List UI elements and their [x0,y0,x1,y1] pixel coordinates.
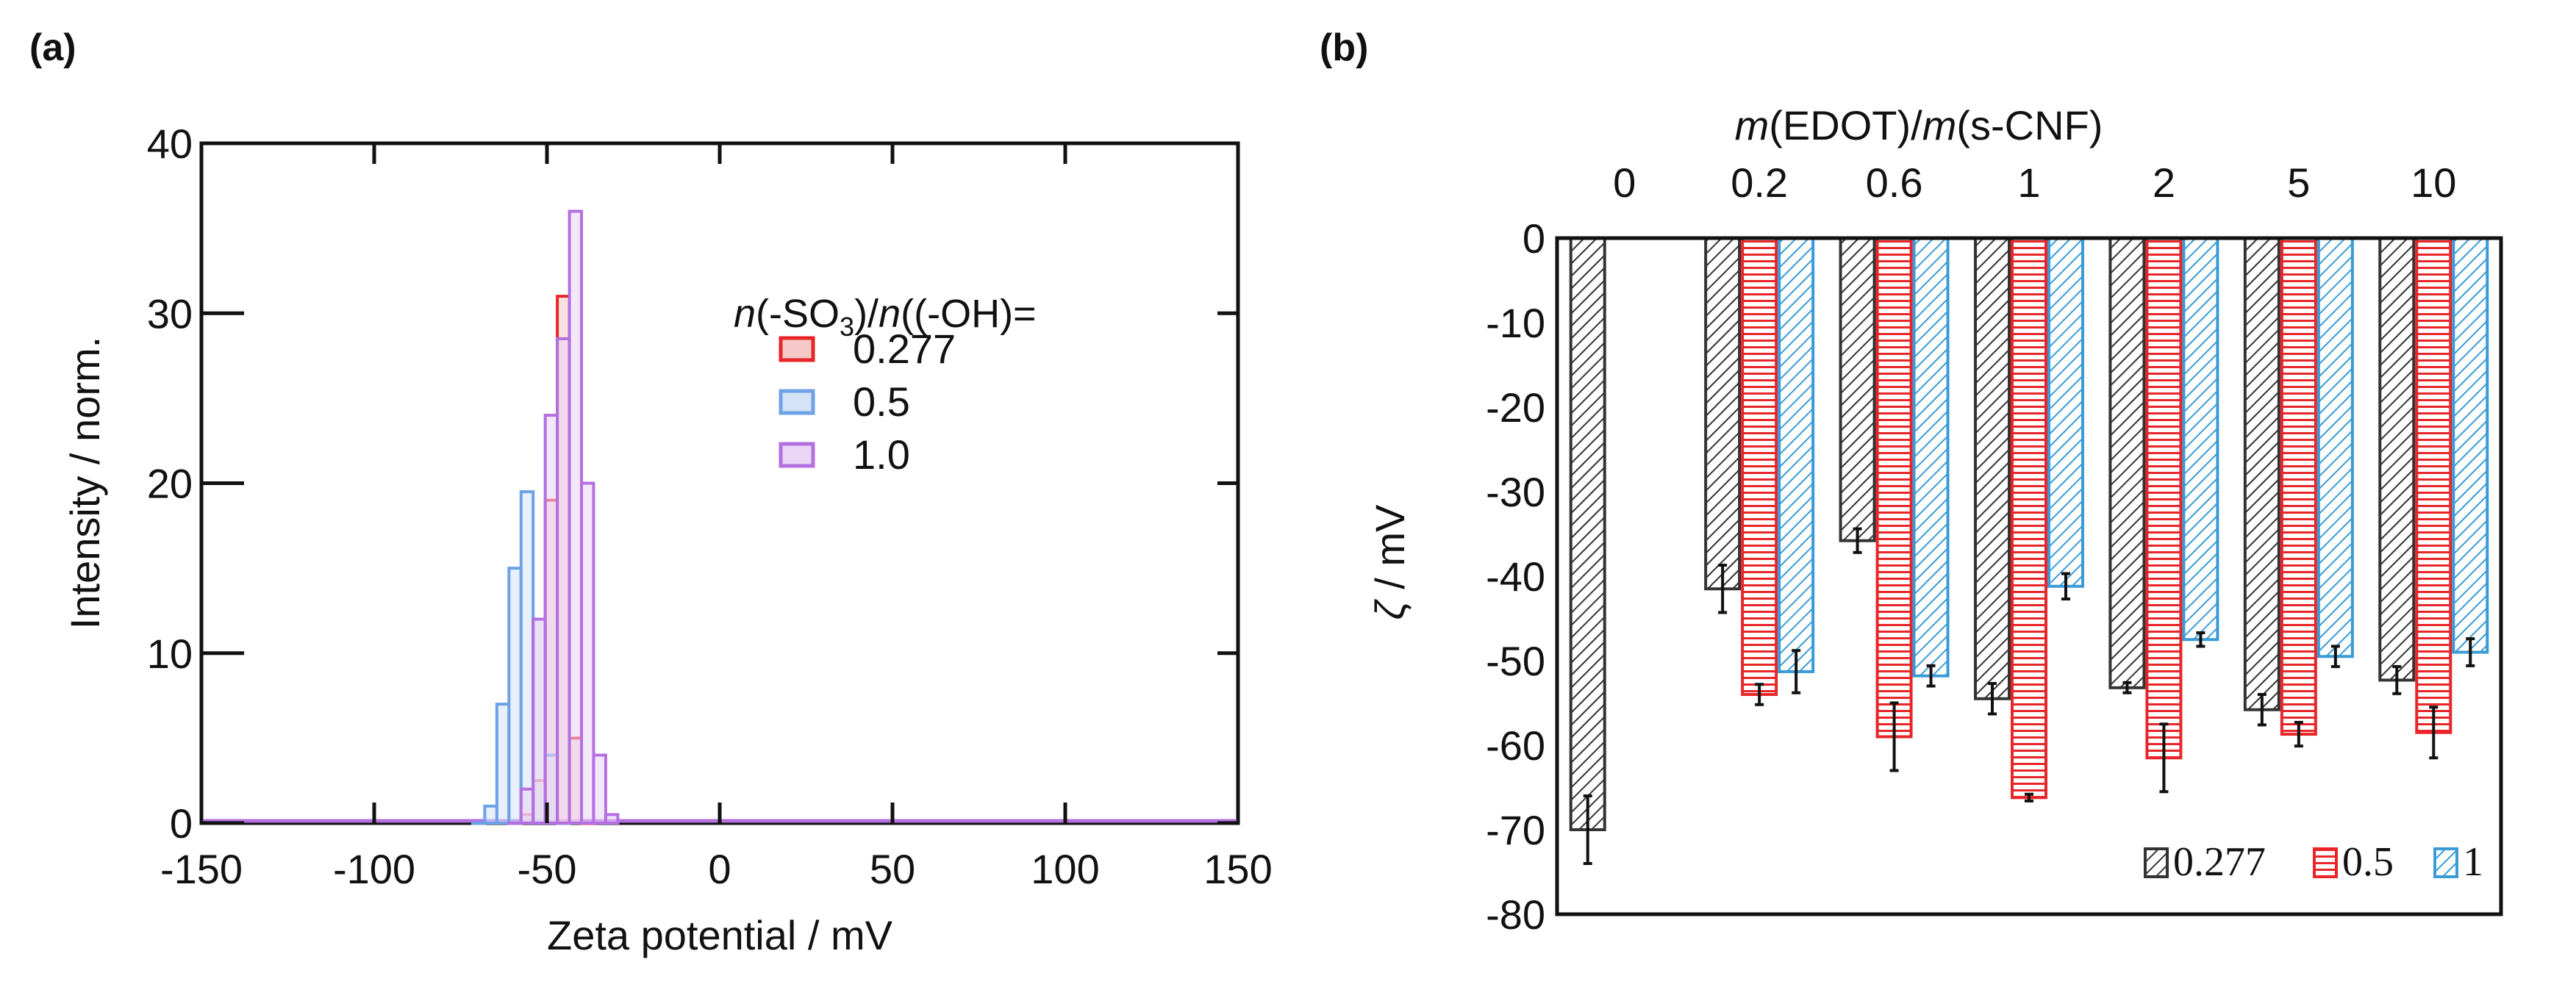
y-tick-label: 0 [170,800,193,847]
histogram-bin [604,813,620,825]
plot-b-frame [1555,236,2503,916]
histogram-bin [592,753,607,825]
y-tick-label: -60 [1486,722,1545,769]
histogram-bin [568,209,583,825]
histogram-bin [519,787,535,825]
histogram-bin [495,703,511,825]
bar-0.277 [2378,237,2416,682]
legend-label: 0.5 [853,378,910,425]
x-tick-label: 100 [1031,846,1099,892]
y-tick-label: 10 [147,631,193,677]
legend-swatch [2313,847,2338,878]
bar-1 [1912,237,1950,678]
histogram-bin [507,567,523,825]
bar-0.277 [1839,237,1876,542]
top-axis-title-b: m(EDOT)/m(s-CNF) [1735,102,2103,148]
y-axis-title-a: Intensity / norm. [62,337,108,629]
bar-0.5 [2280,237,2317,736]
histogram-bin [556,337,571,825]
histogram-bin [532,617,547,825]
bar-1 [1778,237,1815,673]
y-tick-label: 0 [1523,215,1545,262]
legend-label: 0.277 [853,326,956,372]
category-label: 0 [1613,159,1636,206]
y-tick-label: -30 [1486,469,1545,515]
histogram-bin [471,822,487,825]
bar-0.277 [1974,237,2011,700]
legend-a: n(-SO3)/n((-OH)= 0.277 0.5 1.0 [734,292,1037,478]
y-tick-label: 30 [147,290,193,337]
bar-1 [2047,237,2084,588]
category-label: 10 [2411,159,2456,206]
legend-swatch [2144,847,2169,878]
histogram-panel: -150 -100 -50 0 50 100 150 0 10 20 30 40 Zeta poten… [62,121,1273,958]
legend-label: 1.0 [853,431,910,478]
y-tick-label: 20 [147,461,193,507]
bar-0.277 [1704,237,1742,591]
y-tick-label: -40 [1486,553,1545,600]
histogram-bin [519,490,535,825]
legend-swatch [2433,847,2458,878]
x-tick-label: -100 [333,846,415,892]
bar-1 [2452,237,2489,654]
bar-0.277 [2243,237,2280,711]
category-label: 2 [2153,159,2175,206]
legend-swatch [779,442,815,468]
legend-swatch [779,336,815,362]
histogram-bin [507,822,523,825]
histogram-bin [483,804,498,825]
bar-0.277 [1569,237,1606,831]
y-tick-label: -80 [1486,891,1545,938]
zeta-bar-panel: m(EDOT)/m(s-CNF) 0 0.2 0.6 1 2 5 10 0 -10 -20 -30 -… [1367,102,2503,938]
plot-a-frame [199,141,1240,825]
histogram-bin [543,414,559,825]
x-tick-label: 150 [1203,846,1272,892]
y-tick-label: -50 [1486,638,1545,684]
bar-0.5 [1741,237,1778,696]
category-label: 0.6 [1866,159,1923,206]
category-label: 0.2 [1731,159,1788,206]
bar-0.5 [2011,237,2047,800]
legend-a-title: n(-SO3)/n((-OH)= [734,292,1037,342]
legend-label: 1 [2463,839,2483,885]
x-axis-title-a: Zeta potential / mV [547,912,893,958]
x-tick-label: -50 [518,846,577,892]
y-tick-label: -10 [1486,300,1545,346]
bar-0.5 [1875,237,1913,739]
x-tick-label: -150 [160,846,243,892]
legend-b: 0.277 0.5 1 [2144,839,2483,885]
legend-swatch [779,389,815,415]
y-tick-label: 40 [147,121,193,167]
series-1.0 [507,209,620,825]
y-tick-label: -20 [1486,384,1545,431]
x-tick-label: 50 [870,846,915,892]
bar-0.5 [2145,237,2183,760]
y-tick-label: -70 [1486,807,1545,853]
bar-1 [2316,237,2354,658]
x-tick-label: 0 [708,846,731,892]
legend-label: 0.5 [2342,839,2394,885]
panel-a-label: (a) [29,26,76,69]
category-label: 1 [2017,159,2040,206]
category-label: 5 [2287,159,2310,206]
histogram-bin [580,481,595,825]
panel-b-label: (b) [1320,26,1368,69]
bar-0.277 [2108,237,2146,689]
bar-0.5 [2415,237,2452,734]
bar-1 [2182,237,2219,642]
y-axis-title-b: ζ / mV [1367,504,1413,620]
legend-label: 0.277 [2173,839,2266,885]
